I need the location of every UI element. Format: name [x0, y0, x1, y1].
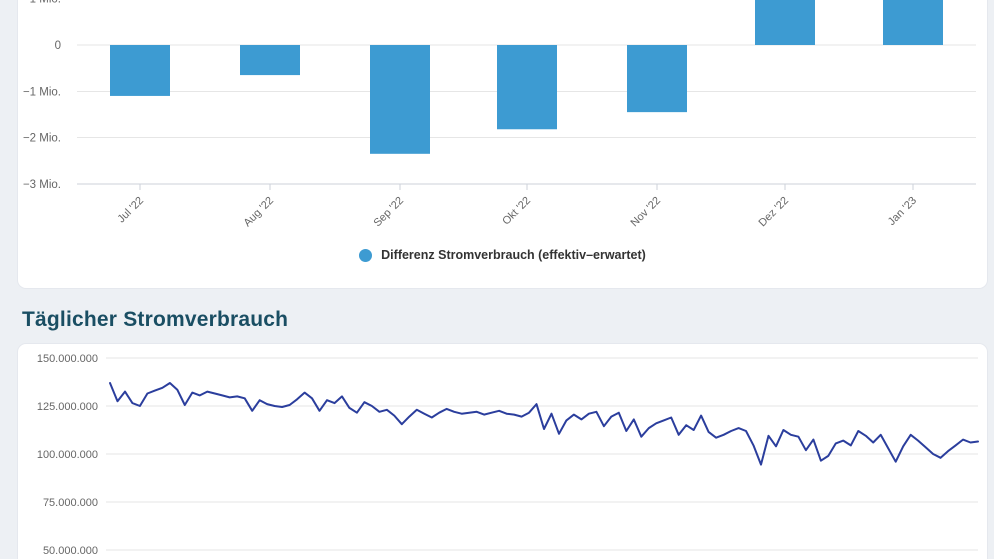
monthly-difference-chart-card: 1 Mio. 0 −1 Mio. −2 Mio. −3 Mio. Jul '22 Aug '… — [18, 0, 987, 288]
line-chart-y-tick-label: 50.000.000 — [43, 545, 98, 557]
bar-jan23[interactable] — [883, 0, 943, 45]
bar-chart-y-tick-label: 0 — [55, 40, 61, 52]
bar-nov22[interactable] — [627, 45, 687, 113]
bar-sep22[interactable] — [370, 45, 430, 154]
bar-chart-y-tick-label: −1 Mio. — [23, 86, 61, 98]
daily-chart-title: Täglicher Stromverbrauch — [22, 308, 289, 331]
bar-chart-x-tick-label: Nov '22 — [629, 195, 664, 230]
bar-chart-x-tick-label: Okt '22 — [500, 195, 533, 228]
daily-consumption-line[interactable] — [109, 382, 979, 466]
chart-legend[interactable]: Differenz Stromverbrauch (effektiv–erwar… — [18, 248, 987, 262]
line-chart-y-tick-label: 150.000.000 — [37, 353, 98, 365]
line-chart-y-tick-label: 75.000.000 — [43, 497, 98, 509]
legend-marker-icon — [359, 248, 373, 262]
monthly-difference-bar-chart[interactable]: 1 Mio. 0 −1 Mio. −2 Mio. −3 Mio. Jul '22 Aug '… — [18, 0, 987, 288]
bar-dez22[interactable] — [755, 0, 815, 45]
daily-consumption-line-chart[interactable]: 150.000.000 125.000.000 100.000.000 75.000.… — [18, 344, 987, 559]
legend-label: Differenz Stromverbrauch (effektiv–erwar… — [381, 248, 646, 262]
bar-chart-y-tick-label: 1 Mio. — [30, 0, 61, 6]
daily-consumption-chart-card: 150.000.000 125.000.000 100.000.000 75.000.… — [18, 344, 987, 559]
bar-chart-x-tick-label: Dez '22 — [757, 195, 792, 230]
bar-chart-x-tick-label: Sep '22 — [371, 195, 406, 230]
bar-chart-x-tick-label: Jul '22 — [115, 195, 146, 226]
bar-aug22[interactable] — [240, 45, 300, 76]
line-chart-y-tick-label: 125.000.000 — [37, 401, 98, 413]
line-chart-y-tick-label: 100.000.000 — [37, 449, 98, 461]
bar-okt22[interactable] — [497, 45, 557, 130]
bar-chart-y-tick-label: −3 Mio. — [23, 179, 61, 191]
bar-chart-x-tick-label: Aug '22 — [241, 195, 276, 230]
bar-chart-x-tick-label: Jan '23 — [886, 195, 919, 228]
bar-jul22[interactable] — [110, 45, 170, 96]
bar-chart-y-tick-label: −2 Mio. — [23, 133, 61, 145]
